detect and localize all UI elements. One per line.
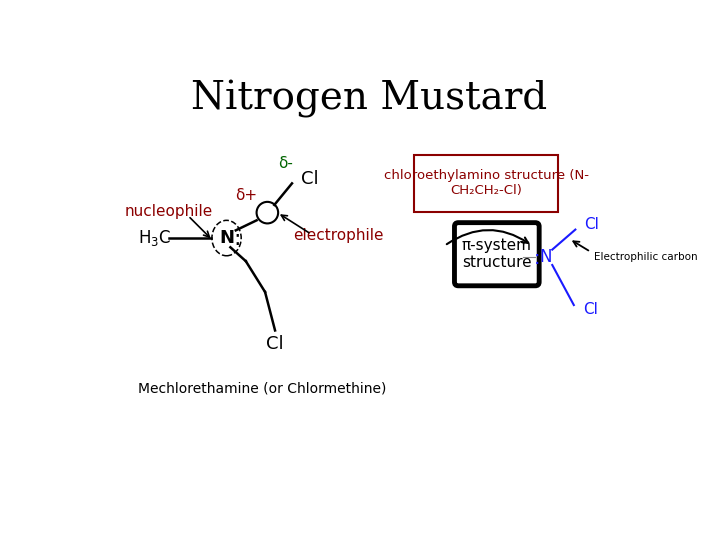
Text: N: N [540,248,552,266]
Text: N: N [219,229,234,247]
FancyBboxPatch shape [454,222,539,286]
Text: δ-: δ- [279,156,293,171]
Text: :: : [534,248,540,267]
Text: Cl: Cl [266,335,284,353]
Text: Mechlorethamine (or Chlormethine): Mechlorethamine (or Chlormethine) [138,381,387,395]
Text: Electrophilic carbon: Electrophilic carbon [594,252,698,262]
Text: nucleophile: nucleophile [125,204,213,219]
Text: chloroethylamino structure (N-
CH₂CH₂-Cl): chloroethylamino structure (N- CH₂CH₂-Cl… [384,170,589,198]
Text: Cl: Cl [585,218,600,232]
Text: H$_3$C: H$_3$C [138,228,171,248]
FancyBboxPatch shape [415,155,559,212]
Text: δ+: δ+ [235,188,257,203]
Text: π-system
structure: π-system structure [462,238,532,271]
Text: Nitrogen Mustard: Nitrogen Mustard [191,80,547,118]
Text: :: : [233,229,241,249]
Text: Cl: Cl [301,170,319,188]
Text: electrophile: electrophile [293,228,384,243]
Text: Cl: Cl [583,302,598,317]
